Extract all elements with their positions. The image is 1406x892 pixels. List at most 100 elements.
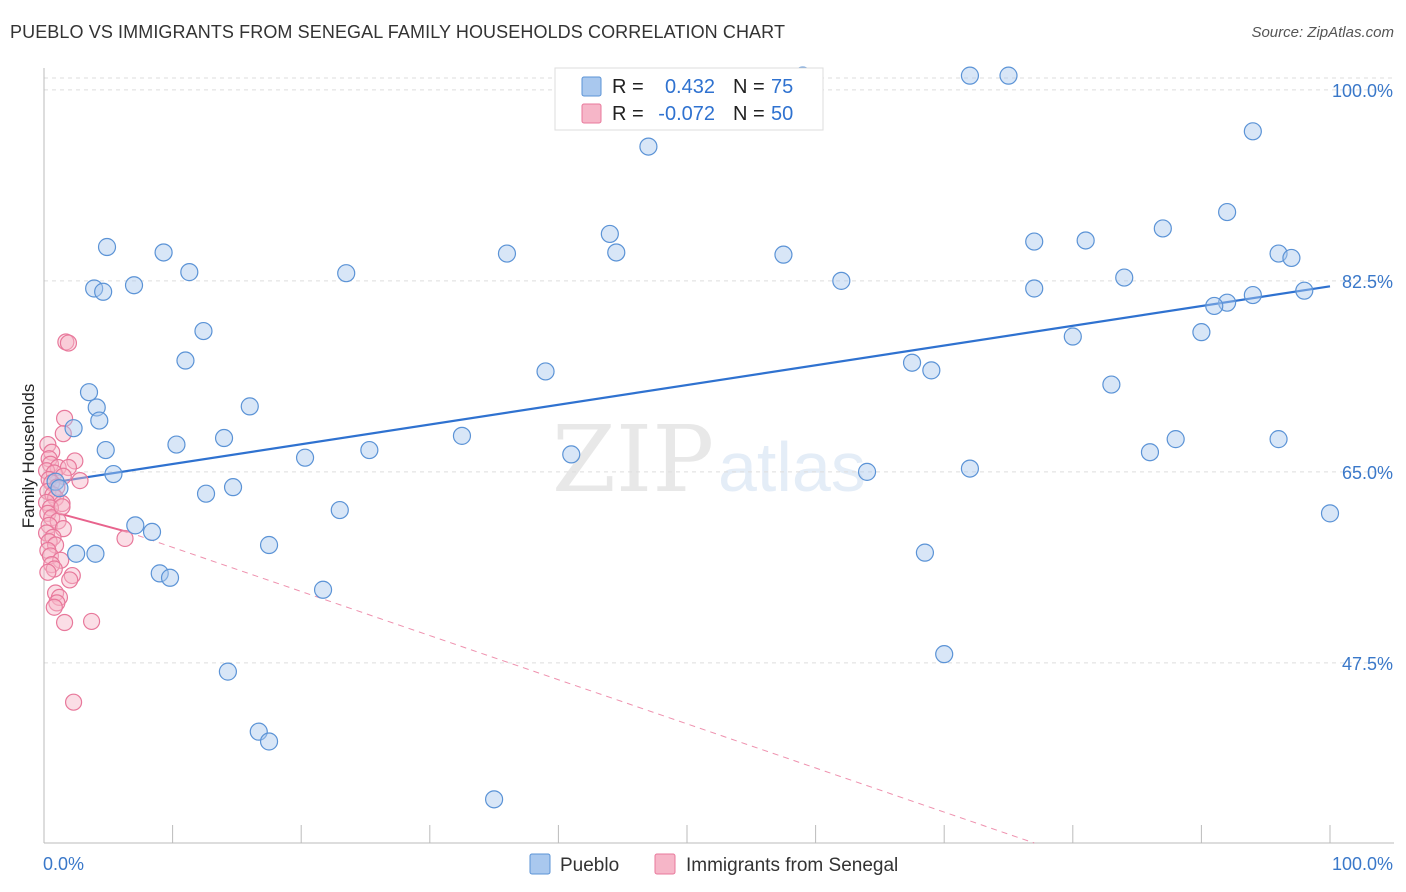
watermark-zip: ZIP [552, 406, 714, 513]
pueblo-point [562, 445, 581, 464]
legend-swatch-pueblo [581, 76, 602, 97]
senegal-trend-line-extended [127, 531, 1035, 844]
y-tick-label: 100.0% [1332, 81, 1393, 101]
pueblo-point [79, 383, 99, 402]
pueblo-point [196, 484, 216, 503]
pueblo-point [960, 66, 980, 85]
pueblo-point [259, 535, 279, 555]
legend-senegal-n-value: 50 [771, 103, 793, 125]
pueblo-point [1063, 327, 1082, 346]
senegal-point [55, 613, 74, 632]
pueblo-point [1243, 285, 1262, 305]
pueblo-point [180, 263, 199, 282]
pueblo-point [167, 435, 186, 454]
pueblo-point [94, 282, 113, 301]
pueblo-point [1218, 202, 1237, 222]
senegal-point [54, 425, 72, 443]
pueblo-point [154, 243, 173, 262]
pueblo-points [46, 66, 1340, 809]
y-tick-label: 47.5% [1342, 654, 1393, 674]
pueblo-point [295, 448, 315, 467]
legend-senegal-r-value: -0.072 [658, 103, 715, 125]
pueblo-point [360, 440, 379, 460]
pueblo-point [97, 237, 117, 257]
top-legend: R = 0.432 N = 75 R = -0.072 N = 50 [554, 67, 824, 131]
x-ticks [43, 825, 1331, 843]
y-axis-label: Family Households [19, 384, 38, 529]
pueblo-point [902, 353, 922, 372]
pueblo-point [1115, 268, 1134, 287]
senegal-point [39, 563, 57, 581]
senegal-point [116, 529, 134, 548]
pueblo-point [330, 500, 349, 520]
pueblo-point [536, 362, 555, 381]
watermark-atlas: atlas [718, 428, 866, 506]
senegal-point [59, 334, 78, 352]
pueblo-point [86, 544, 105, 563]
bottom-legend-senegal: Immigrants from Senegal [686, 855, 898, 876]
pueblo-point [194, 321, 213, 341]
legend-senegal-n-label: N = [733, 103, 765, 125]
pueblo-point [774, 245, 793, 264]
pueblo-point [1320, 504, 1340, 523]
senegal-point [52, 551, 70, 569]
pueblo-point [1295, 281, 1314, 300]
watermark: ZIP atlas [552, 406, 866, 513]
pueblo-point [1205, 296, 1224, 316]
legend-pueblo-n-value: 75 [771, 76, 793, 98]
bottom-legend-swatch-pueblo [529, 853, 551, 875]
pueblo-point [1076, 231, 1095, 250]
pueblo-point [1282, 248, 1301, 268]
senegal-point [55, 409, 74, 427]
bottom-legend-pueblo: Pueblo [560, 855, 619, 876]
pueblo-point [160, 568, 180, 587]
senegal-points [37, 333, 134, 711]
pueblo-point [922, 361, 941, 380]
pueblo-point [67, 544, 86, 563]
pueblo-trend-line [50, 285, 1331, 484]
pueblo-point [126, 516, 145, 535]
pueblo-point [313, 580, 333, 599]
pueblo-point [259, 732, 279, 751]
pueblo-point [1102, 375, 1121, 394]
pueblo-point [607, 243, 626, 262]
pueblo-point [124, 276, 144, 295]
pueblo-point [999, 66, 1018, 85]
y-tick-label: 82.5% [1342, 272, 1393, 292]
pueblo-point [240, 397, 259, 416]
bottom-legend-swatch-senegal [654, 853, 676, 875]
pueblo-point [218, 662, 237, 681]
pueblo-point [960, 459, 980, 478]
legend-pueblo-n-label: N = [733, 76, 765, 98]
pueblo-point [915, 543, 935, 562]
senegal-point [45, 598, 63, 616]
senegal-point [41, 547, 60, 565]
x-tick-label-min: 0.0% [43, 854, 84, 874]
senegal-point [61, 571, 79, 589]
pueblo-point [1243, 122, 1262, 141]
pueblo-point [1153, 219, 1172, 238]
pueblo-point [935, 645, 954, 664]
bottom-legend: Pueblo Immigrants from Senegal [529, 853, 898, 876]
pueblo-point [832, 271, 851, 290]
source-label: Source: ZipAtlas.com [1251, 24, 1394, 41]
pueblo-point [64, 419, 83, 438]
senegal-point [53, 498, 71, 516]
pueblo-point [223, 478, 243, 497]
y-tick-label: 65.0% [1342, 463, 1393, 483]
x-tick-label-max: 100.0% [1332, 854, 1393, 874]
pueblo-point [485, 790, 504, 809]
pueblo-point [50, 479, 69, 498]
pueblo-point [176, 351, 195, 370]
senegal-point [71, 472, 89, 490]
pueblo-point [1025, 232, 1044, 251]
senegal-point [82, 612, 101, 631]
pueblo-point [150, 564, 169, 583]
legend-pueblo-r-value: 0.432 [665, 76, 715, 98]
pueblo-point [452, 426, 472, 445]
senegal-point [64, 693, 83, 711]
chart-title: PUEBLO VS IMMIGRANTS FROM SENEGAL FAMILY… [10, 22, 786, 42]
pueblo-point [96, 440, 115, 460]
pueblo-point [104, 464, 123, 484]
